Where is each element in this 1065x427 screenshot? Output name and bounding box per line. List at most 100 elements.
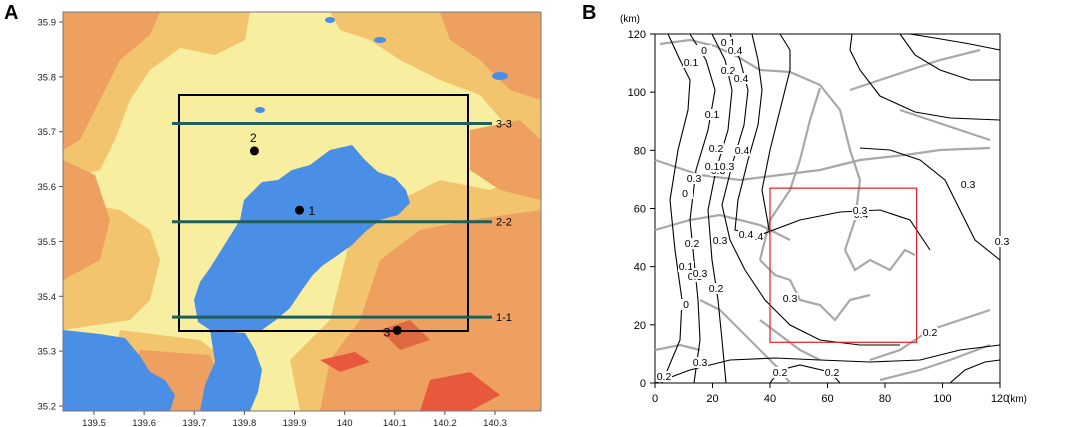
contour-label-bg	[994, 236, 1010, 247]
b-y-tick-label: 60	[634, 204, 646, 216]
contour-label: 0.2	[709, 143, 724, 155]
b-y-tick-label: 80	[634, 145, 646, 157]
contour-label: 0.3	[853, 205, 868, 217]
plot-frame	[654, 33, 1001, 384]
contour-label: 0.1	[705, 161, 720, 173]
station-marker	[295, 205, 305, 215]
contour-label: 0.3	[720, 161, 735, 173]
station-label: 1	[309, 204, 316, 218]
a-y-tick-label: 35.7	[38, 127, 57, 138]
contour-label: 0.1	[705, 109, 720, 121]
b-y-tick-label: 40	[634, 262, 646, 274]
contour-label: 0.2	[825, 367, 840, 379]
transect-label: 1-1	[496, 312, 512, 324]
a-y-tick-label: 35.2	[38, 402, 57, 413]
map-frame	[62, 11, 542, 412]
b-y-unit: (km)	[620, 14, 640, 25]
a-x-tick-label: 140.2	[433, 418, 457, 427]
contour-label: 0.3	[687, 173, 702, 185]
b-y-tick-label: 20	[634, 320, 646, 332]
contour-label-bg	[960, 179, 976, 190]
contour-label-bg	[683, 57, 699, 68]
contour-label-bg	[852, 205, 868, 216]
b-x-tick-label: 40	[764, 393, 776, 405]
station-label: 2	[250, 131, 257, 145]
b-x-tick-label: 20	[706, 393, 718, 405]
a-x-tick-label: 139.5	[82, 418, 106, 427]
b-x-tick-label: 120	[991, 393, 1009, 405]
contour-label-bg	[692, 268, 708, 279]
contour-label-bg	[656, 371, 672, 382]
a-x-tick-label: 140.3	[483, 418, 507, 427]
contour-label: 0.2	[923, 327, 938, 339]
contour-label-bg	[677, 188, 693, 199]
contour-label-bg	[678, 299, 694, 310]
a-x-tick-label: 139.8	[232, 418, 256, 427]
contour-label: 0.2	[709, 283, 724, 295]
contour-label-bg	[782, 293, 798, 304]
lake-ne	[492, 72, 508, 80]
contour-label: 0.3	[693, 357, 708, 369]
contour-label: 0.4	[734, 73, 749, 85]
contour-label-bg	[720, 37, 736, 48]
b-y-tick-label: 100	[628, 87, 646, 99]
transect-label: 2-2	[496, 217, 512, 229]
contour-label: 0.2	[721, 65, 736, 77]
a-y-tick-label: 35.5	[38, 237, 57, 248]
contour-label: 0.1	[684, 57, 699, 69]
contour-label: 0	[701, 45, 707, 57]
contour-label: 0.2	[657, 371, 672, 383]
station-marker	[249, 146, 259, 156]
contour-label-bg	[733, 73, 749, 84]
bay-water	[194, 145, 410, 332]
contour-label-bg	[696, 45, 712, 56]
lake-nw	[325, 17, 335, 23]
terrain-peak-2	[420, 372, 500, 411]
contour-label: 0.2	[773, 367, 788, 379]
station-label: 3	[384, 325, 391, 339]
terrain-high-nw	[63, 12, 160, 150]
contour-label-bg	[686, 173, 702, 184]
panel-b-label: B	[582, 2, 597, 24]
contour-label-bg	[824, 367, 840, 378]
a-y-tick-label: 35.6	[38, 182, 57, 193]
contour-label-bg	[727, 45, 743, 56]
a-y-tick-label: 35.3	[38, 347, 57, 358]
contour-label: 0	[682, 188, 688, 200]
contour-label-bg	[692, 357, 708, 368]
red-box	[769, 187, 918, 343]
b-x-tick-label: 100	[933, 393, 951, 405]
terrain-high-se	[320, 210, 541, 411]
contour-label: 0	[683, 299, 689, 311]
a-x-tick-label: 140	[337, 418, 353, 427]
a-y-tick-label: 35.4	[38, 292, 57, 303]
contour-label-bg	[734, 145, 750, 156]
contour-label: 0.3	[961, 179, 976, 191]
terrain-high-e	[470, 120, 541, 200]
terrain-high-west	[63, 160, 110, 280]
b-y-tick-label: 120	[628, 29, 646, 41]
a-x-tick-label: 139.7	[182, 418, 206, 427]
b-x-tick-label: 80	[879, 393, 891, 405]
contour-label: 0.2	[685, 238, 700, 250]
contour-label-bg	[772, 367, 788, 378]
contour-label: 0.3	[693, 268, 708, 280]
contour-label: 0.4	[735, 145, 750, 157]
b-x-unit: (km)	[1007, 394, 1027, 405]
contour-label: 0.3	[783, 293, 798, 305]
station-marker	[392, 325, 402, 335]
contour-label-bg	[704, 161, 720, 172]
contour-label-bg	[684, 238, 700, 249]
contour-label-bg	[738, 229, 754, 240]
b-x-tick-label: 0	[652, 393, 658, 405]
contour-label-bg	[748, 231, 764, 242]
b-y-tick-label: 0	[640, 378, 646, 390]
transect-label: 3-3	[496, 118, 512, 130]
a-x-tick-label: 139.6	[132, 418, 156, 427]
a-x-tick-label: 139.9	[283, 418, 307, 427]
contour-label: 0.4	[728, 45, 743, 57]
panel-a-map: 3-3 2-2 1-1 2 1 3 139.5 139.6 139.7 139.8 139.9 1…	[38, 11, 542, 427]
contour-label-bg	[678, 261, 694, 272]
terrain-peak-1	[320, 352, 370, 372]
